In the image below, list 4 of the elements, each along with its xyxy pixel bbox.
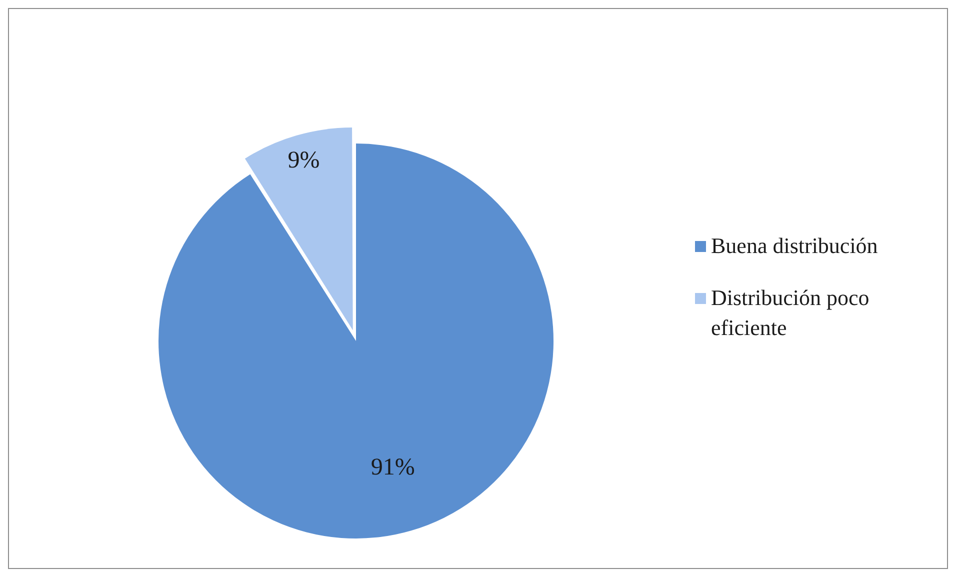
- data-label: 91%: [370, 454, 415, 480]
- legend-label: Buena distribución: [711, 232, 878, 260]
- data-label: 9%: [288, 148, 320, 174]
- legend-label: Distribución poco eficiente: [711, 284, 870, 342]
